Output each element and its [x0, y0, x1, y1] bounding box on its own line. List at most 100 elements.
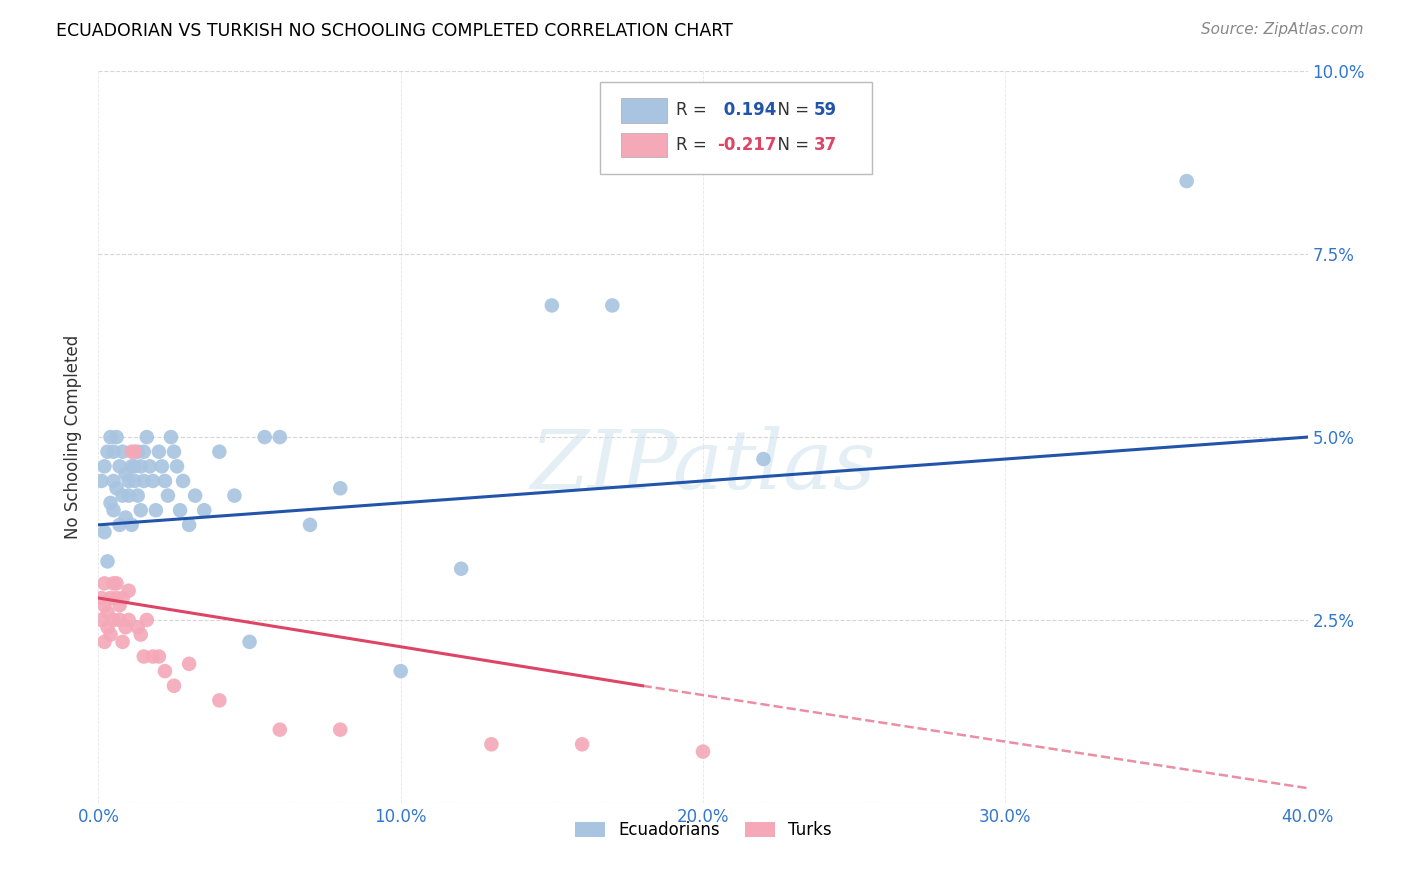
Text: N =: N = — [768, 101, 814, 120]
FancyBboxPatch shape — [621, 133, 666, 157]
Point — [179, 517, 201, 532]
Point — [108, 599, 131, 613]
Point — [269, 723, 291, 737]
Point — [93, 599, 115, 613]
Point — [132, 474, 155, 488]
Point — [114, 510, 136, 524]
Point — [135, 613, 157, 627]
Point — [148, 649, 170, 664]
Point — [692, 745, 714, 759]
Point — [103, 503, 125, 517]
Point — [193, 503, 215, 517]
Point — [105, 591, 128, 605]
Point — [224, 489, 246, 503]
Point — [184, 489, 207, 503]
Text: N =: N = — [768, 136, 814, 153]
Legend: Ecuadorians, Turks: Ecuadorians, Turks — [568, 814, 838, 846]
Point — [124, 474, 146, 488]
Point — [129, 459, 152, 474]
Point — [100, 627, 122, 641]
Point — [139, 459, 162, 474]
Point — [118, 474, 141, 488]
Point — [121, 517, 143, 532]
Point — [108, 613, 131, 627]
Point — [118, 613, 141, 627]
Point — [114, 620, 136, 634]
Point — [481, 737, 503, 751]
Point — [118, 583, 141, 598]
Point — [142, 474, 165, 488]
Text: 0.194: 0.194 — [717, 101, 776, 120]
Point — [540, 298, 562, 312]
Point — [127, 444, 149, 458]
Point — [135, 430, 157, 444]
Text: R =: R = — [676, 101, 713, 120]
Point — [752, 452, 775, 467]
Point — [90, 591, 112, 605]
Point — [179, 657, 201, 671]
Text: ZIPatlas: ZIPatlas — [530, 426, 876, 507]
Y-axis label: No Schooling Completed: No Schooling Completed — [65, 335, 83, 539]
Point — [166, 459, 188, 474]
Point — [1175, 174, 1198, 188]
Point — [111, 635, 134, 649]
Point — [111, 591, 134, 605]
Point — [124, 444, 146, 458]
Point — [111, 444, 134, 458]
Point — [148, 444, 170, 458]
Point — [132, 649, 155, 664]
Text: 37: 37 — [814, 136, 838, 153]
Point — [103, 576, 125, 591]
Point — [208, 693, 231, 707]
Point — [163, 444, 186, 458]
Point — [172, 474, 194, 488]
Point — [103, 474, 125, 488]
Text: ECUADORIAN VS TURKISH NO SCHOOLING COMPLETED CORRELATION CHART: ECUADORIAN VS TURKISH NO SCHOOLING COMPL… — [56, 22, 733, 40]
Point — [96, 554, 118, 568]
Point — [93, 525, 115, 540]
Point — [118, 489, 141, 503]
Point — [156, 489, 179, 503]
Point — [160, 430, 183, 444]
Point — [127, 620, 149, 634]
Point — [142, 649, 165, 664]
Point — [100, 430, 122, 444]
Point — [602, 298, 624, 312]
FancyBboxPatch shape — [600, 82, 872, 174]
Point — [129, 627, 152, 641]
Point — [90, 613, 112, 627]
Point — [163, 679, 186, 693]
Point — [105, 481, 128, 495]
Point — [103, 444, 125, 458]
Point — [108, 459, 131, 474]
Point — [100, 591, 122, 605]
Point — [329, 723, 352, 737]
Point — [93, 576, 115, 591]
Point — [127, 489, 149, 503]
Point — [450, 562, 472, 576]
Point — [269, 430, 291, 444]
Point — [208, 444, 231, 458]
Point — [100, 496, 122, 510]
Point — [90, 474, 112, 488]
Point — [108, 517, 131, 532]
Point — [145, 503, 167, 517]
Point — [121, 459, 143, 474]
Point — [132, 444, 155, 458]
Point — [571, 737, 593, 751]
Point — [169, 503, 191, 517]
Text: Source: ZipAtlas.com: Source: ZipAtlas.com — [1201, 22, 1364, 37]
Point — [105, 430, 128, 444]
Point — [93, 459, 115, 474]
Point — [329, 481, 352, 495]
Point — [153, 474, 176, 488]
FancyBboxPatch shape — [621, 98, 666, 122]
Point — [150, 459, 173, 474]
Point — [124, 459, 146, 474]
Text: -0.217: -0.217 — [717, 136, 778, 153]
Point — [253, 430, 276, 444]
Point — [93, 635, 115, 649]
Point — [103, 613, 125, 627]
Point — [153, 664, 176, 678]
Point — [389, 664, 412, 678]
